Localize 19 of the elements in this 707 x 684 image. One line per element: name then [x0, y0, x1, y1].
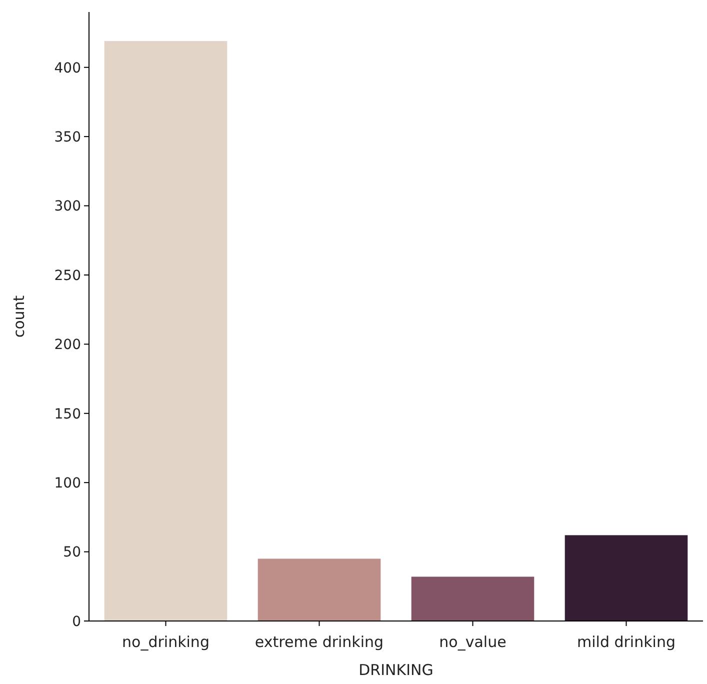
- bar: [258, 558, 381, 621]
- x-axis-title: DRINKING: [358, 661, 434, 679]
- x-tick-label: no_value: [439, 633, 506, 651]
- y-tick-label: 250: [54, 268, 81, 284]
- y-tick-label: 200: [54, 337, 81, 354]
- x-tick-label: extreme drinking: [254, 633, 384, 651]
- y-tick-label: 0: [72, 614, 81, 630]
- bar: [564, 535, 688, 621]
- y-tick-label: 100: [54, 475, 81, 492]
- y-tick-label: 300: [54, 198, 81, 215]
- y-tick-label: 350: [54, 129, 81, 146]
- y-tick-label: 400: [54, 60, 81, 76]
- bar: [104, 41, 228, 621]
- y-tick-label: 150: [54, 406, 81, 422]
- y-axis-title: count: [10, 295, 28, 338]
- x-tick-label: mild drinking: [577, 633, 676, 651]
- bar: [411, 576, 534, 621]
- y-tick-label: 50: [63, 544, 81, 561]
- x-tick-label: no_drinking: [122, 633, 210, 651]
